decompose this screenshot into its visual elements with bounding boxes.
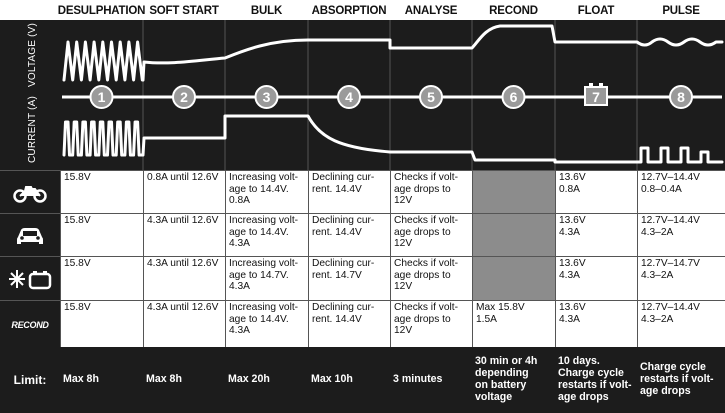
limit-cell: Max 20h [228,373,270,386]
battery-badge-icon [584,86,608,106]
table-cell: 12.7V–14.7V 4.3–2A [637,257,725,301]
table-cell: 12.7V–14.4V 4.3–2A [637,301,725,348]
table-cell [472,214,555,257]
table-cell: Declining cur- rent. 14.4V [308,301,390,348]
limit-label: Limit: [13,373,47,387]
table-row: RECOND 15.8V 4.3A until 12.6V Increasing vo… [0,300,725,348]
table-cell: 13.6V 4.3A [555,257,637,301]
step-badge [419,85,443,109]
table-cell: 15.8V [60,257,143,301]
limit-cell: Max 8h [146,373,182,386]
limit-cell: 10 days. Charge cycle restarts if volt- … [558,355,632,403]
limit-cell: Max 10h [311,373,353,386]
step-number: 2 [180,89,188,105]
step-badge [89,85,114,109]
stage-name: ANALYSE [404,5,458,17]
step-badge [254,85,279,109]
stage-name: RECOND [489,5,538,17]
table-cell: Increasing volt- age to 14.4V. 4.3A [225,301,308,348]
stage-name: FLOAT [577,5,615,17]
table-cell [472,257,555,301]
table-cell: Increasing volt- age to 14.7V. 4.3A [225,257,308,301]
step-number: 5 [427,89,435,105]
car-icon [0,214,60,257]
step-badge [172,85,196,109]
table-cell: Checks if volt- age drops to 12V [390,301,472,348]
battery-terminal [599,83,603,87]
motorcycle-icon [0,171,60,214]
table-cell: 12.7V–14.4V 4.3–2A [637,214,725,257]
stage-name: DESULPHATION [57,5,146,17]
step-number: 1 [98,89,106,105]
stage-name: SOFT START [149,5,219,17]
limit-row: Limit: Max 8h Max 8h Max 20h Max 10h 3 minut… [0,347,725,413]
table-cell: Increasing volt- age to 14.4V. 4.3A [225,214,308,257]
table-cell: 12.7V–14.4V 0.8–0.4A [637,171,725,214]
table-cell: Increasing volt- age to 14.4V. 0.8A [225,171,308,214]
limit-cell: 30 min or 4h depending on battery voltag… [475,355,538,403]
table-cell: Checks if volt- age drops to 12V [390,257,472,301]
cold-battery-icon [0,257,60,301]
current-curve [62,114,724,164]
step-number: 3 [263,89,271,105]
table-cell: 0.8A until 12.6V [143,171,225,214]
table-cell [472,171,555,214]
table-cell: Checks if volt- age drops to 12V [390,171,472,214]
table-cell: 4.3A until 12.6V [143,257,225,301]
step-number: 6 [510,89,518,105]
step-badge [669,85,693,109]
limit-cell: Charge cycle restarts if volt- age drops [640,361,714,397]
table-cell: 15.8V [60,214,143,257]
stage-name: ABSORPTION [311,5,387,17]
stage-name: BULK [250,5,283,17]
step-badge [337,85,361,109]
table-cell: Declining cur- rent. 14.4V [308,171,390,214]
table-cell: Declining cur- rent. 14.7V [308,257,390,301]
table-cell: 13.6V 0.8A [555,171,637,214]
step-number: 4 [345,89,353,105]
table-row: 15.8V 0.8A until 12.6V Increasing volt- ag… [0,170,725,214]
table-cell: 4.3A until 12.6V [143,301,225,348]
table-row: 15.8V 4.3A until 12.6V Increasing volt- ag… [0,256,725,301]
table-cell: Checks if volt- age drops to 12V [390,214,472,257]
table-row: 15.8V 4.3A until 12.6V Increasing volt- ag… [0,213,725,257]
table-cell: Max 15.8V 1.5A [472,301,555,348]
table-cell: 13.6V 4.3A [555,301,637,348]
step-number: 7 [592,89,600,105]
table-cell: Declining cur- rent. 14.4V [308,214,390,257]
recond-icon: RECOND [0,301,60,348]
step-badge [501,85,526,109]
limit-cell: Max 8h [63,373,99,386]
stage-name: PULSE [662,5,700,17]
step-number: 8 [677,89,685,105]
table-cell: 15.8V [60,171,143,214]
limit-cell: 3 minutes [393,373,443,386]
stage-header: DESULPHATION SOFT START BULK ABSORPTION ANAL… [57,0,725,20]
voltage-curve [62,24,724,82]
table-cell: 15.8V [60,301,143,348]
recond-label: RECOND [11,319,49,330]
table-cell: 4.3A until 12.6V [143,214,225,257]
table-cell: 13.6V 4.3A [555,214,637,257]
battery-terminal [589,83,593,87]
charging-curves: 1 2 3 4 5 6 7 8 [62,20,724,170]
